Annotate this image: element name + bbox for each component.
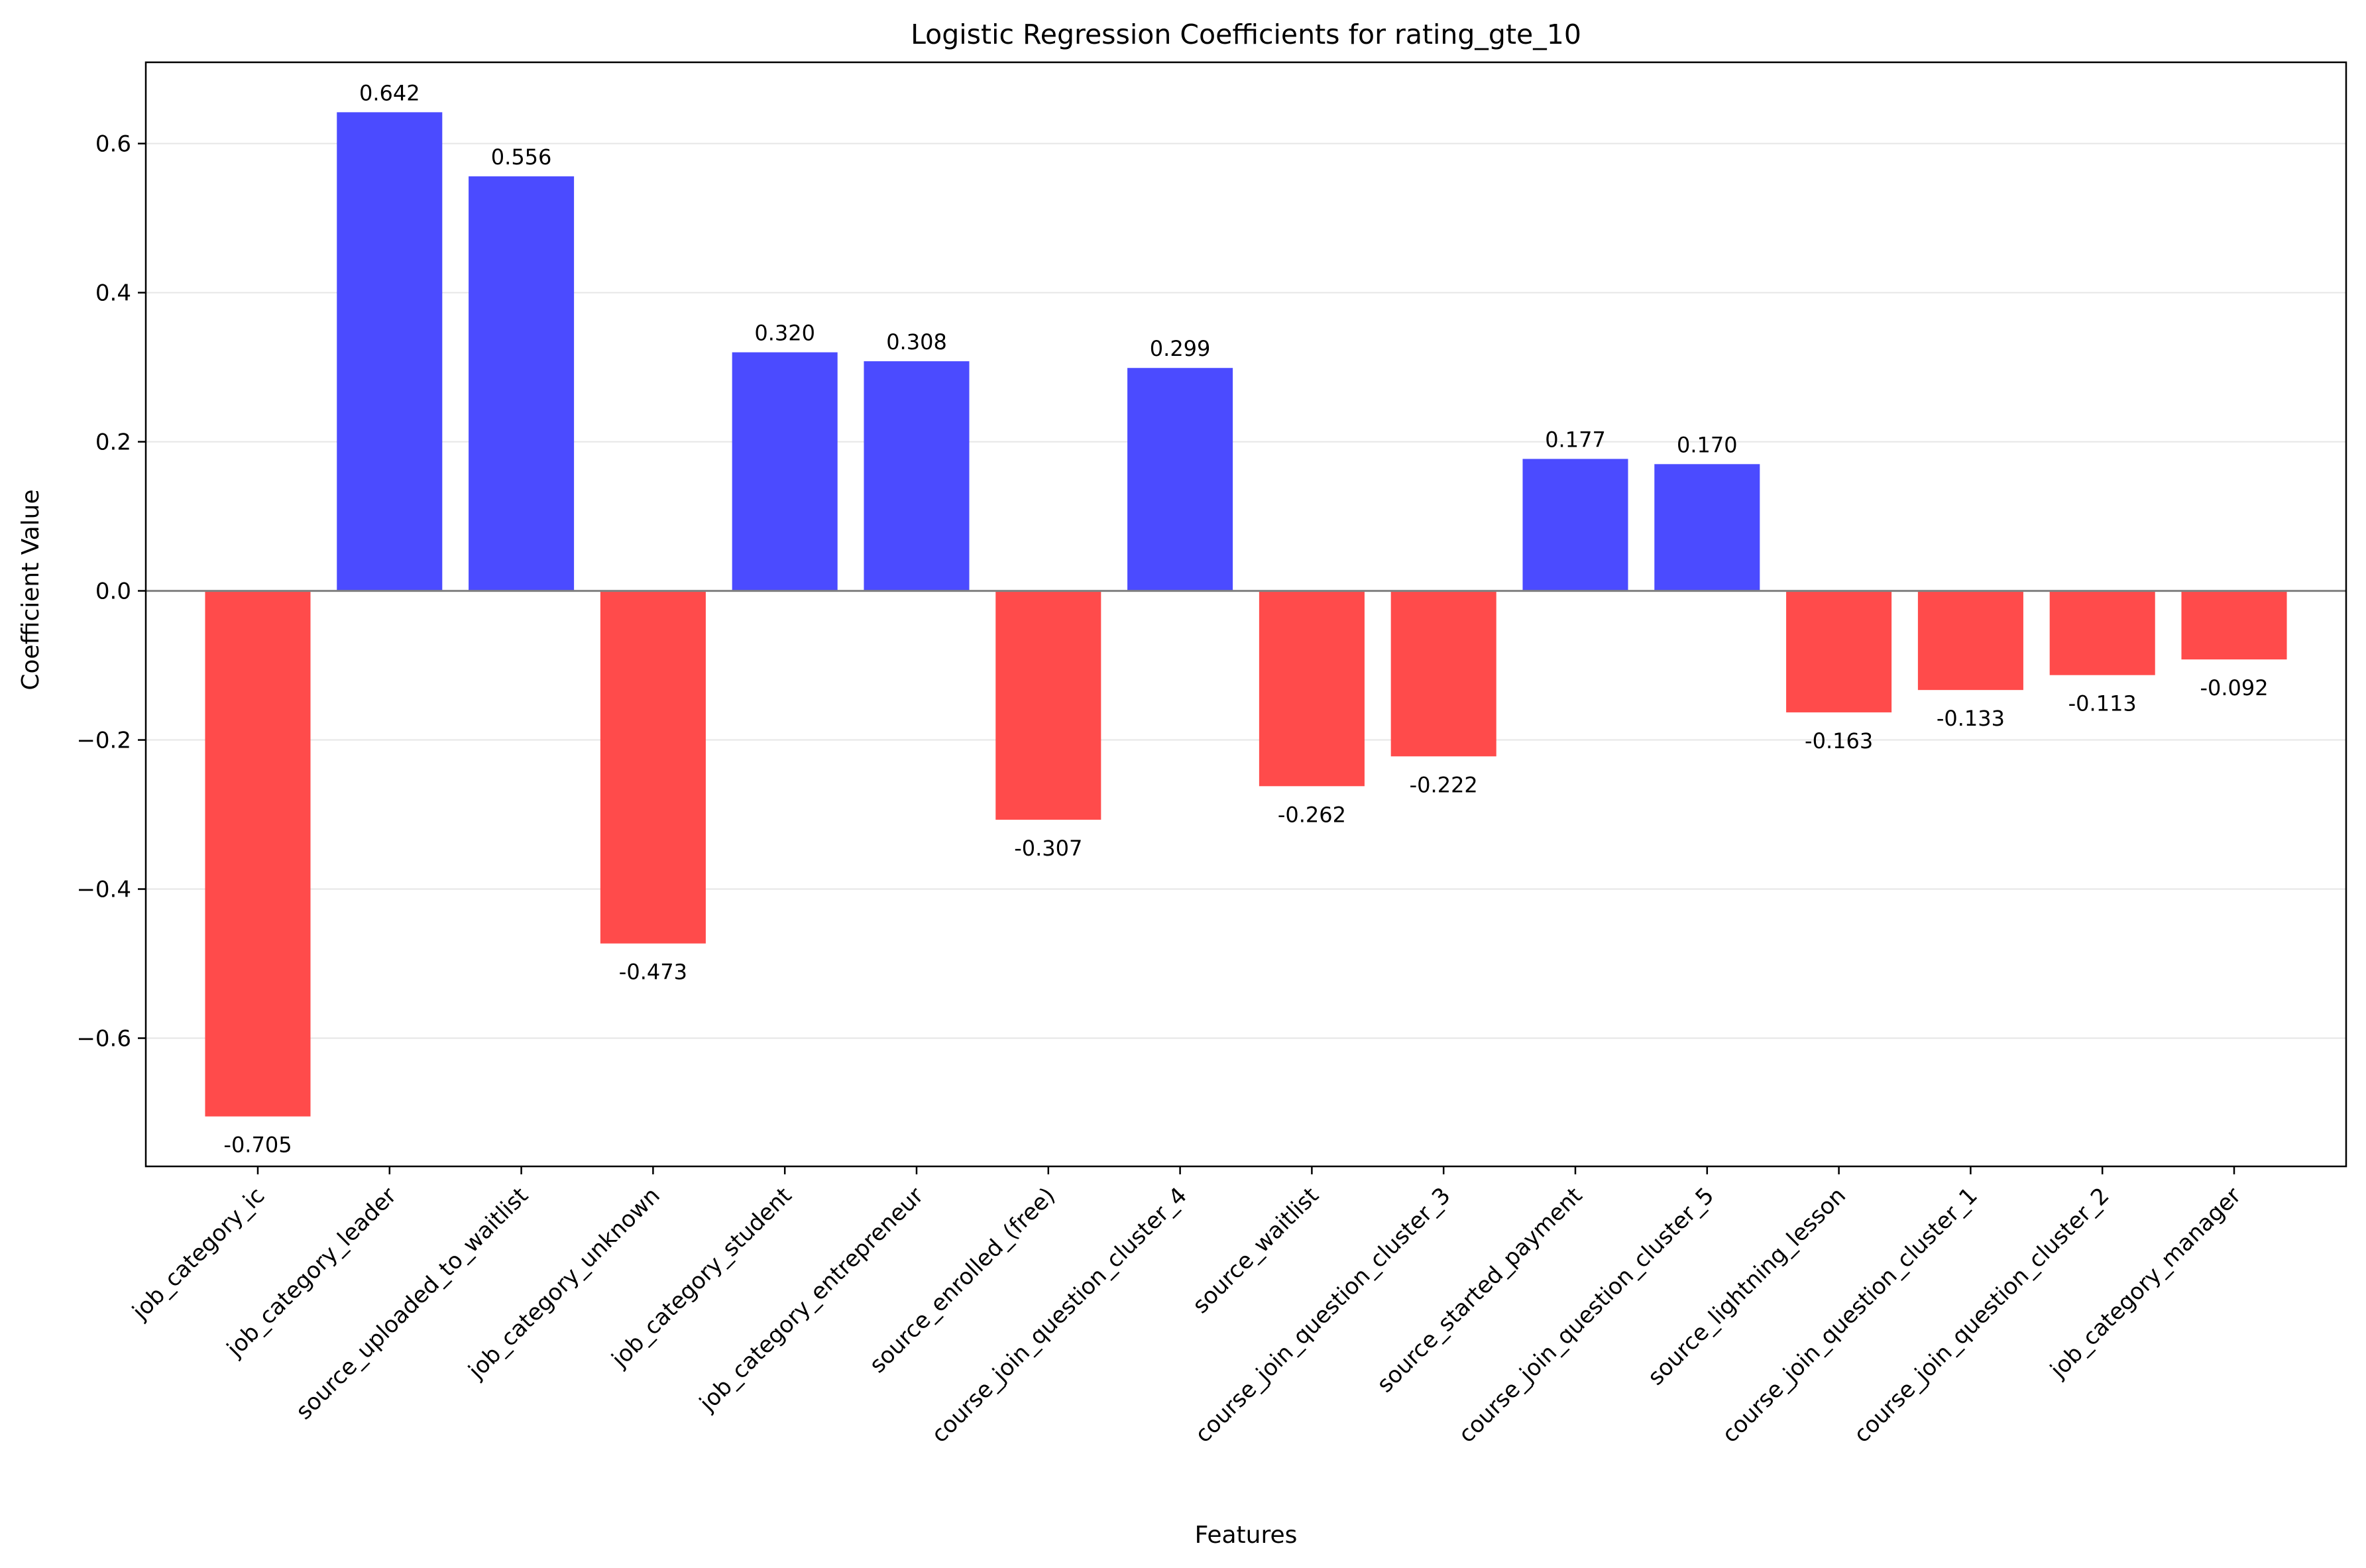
value-labels: -0.705 0.642 0.556 -0.473 0.320 0.308 -0.307 0.…	[223, 80, 2268, 1157]
data-label: -0.163	[1805, 728, 1873, 754]
data-label: 0.556	[491, 144, 552, 170]
y-axis: −0.6 −0.4 −0.2 0.0 0.2 0.4 0.6	[76, 131, 146, 1052]
data-label: -0.133	[1937, 706, 2005, 731]
bar-job-category-ic	[205, 590, 311, 1117]
bar-source-enrolled-free-	[995, 590, 1101, 820]
bar-course-join-question-cluster-3	[1390, 590, 1496, 757]
bar-source-lightning-lesson	[1786, 590, 1892, 712]
bar-course-join-question-cluster-4	[1127, 368, 1233, 591]
chart-title: Logistic Regression Coefficients for rat…	[911, 19, 1581, 50]
data-label: 0.642	[359, 80, 420, 105]
y-tick-label: −0.4	[76, 877, 131, 903]
x-axis-label: Features	[1195, 1522, 1298, 1549]
y-tick-label: 0.0	[95, 579, 131, 605]
data-label: 0.299	[1150, 336, 1211, 361]
data-label: -0.222	[1410, 772, 1478, 797]
y-tick-label: 0.2	[95, 429, 131, 456]
data-label: 0.320	[754, 321, 815, 346]
data-label: 0.308	[886, 329, 947, 355]
bar-course-join-question-cluster-2	[2049, 590, 2155, 675]
bar-source-uploaded-to-waitlist	[469, 176, 575, 591]
data-label: 0.170	[1677, 432, 1738, 457]
bar-source-started-payment	[1522, 459, 1628, 591]
bar-job-category-entrepreneur	[864, 361, 970, 591]
data-label: 0.177	[1545, 427, 1606, 452]
y-tick-label: 0.4	[95, 280, 131, 307]
bar-job-category-leader	[337, 112, 443, 591]
bar-course-join-question-cluster-1	[1917, 590, 2023, 691]
bar-course-join-question-cluster-5	[1654, 464, 1760, 591]
data-label: -0.113	[2068, 691, 2137, 716]
y-tick-label: −0.2	[76, 728, 131, 754]
bar-job-category-student	[732, 352, 838, 591]
y-axis-label: Coefficient Value	[17, 489, 44, 690]
y-tick-label: −0.6	[76, 1026, 131, 1052]
data-label: -0.473	[619, 960, 687, 985]
data-label: -0.092	[2200, 675, 2268, 700]
bars	[205, 112, 2287, 1117]
bar-job-category-manager	[2181, 590, 2287, 660]
plot-frame	[144, 61, 2347, 1168]
bar-job-category-unknown	[600, 590, 706, 944]
data-label: -0.262	[1278, 802, 1346, 827]
data-label: -0.307	[1014, 836, 1082, 861]
bar-source-waitlist	[1259, 590, 1365, 787]
y-tick-label: 0.6	[95, 131, 131, 158]
data-label: -0.705	[223, 1133, 292, 1158]
